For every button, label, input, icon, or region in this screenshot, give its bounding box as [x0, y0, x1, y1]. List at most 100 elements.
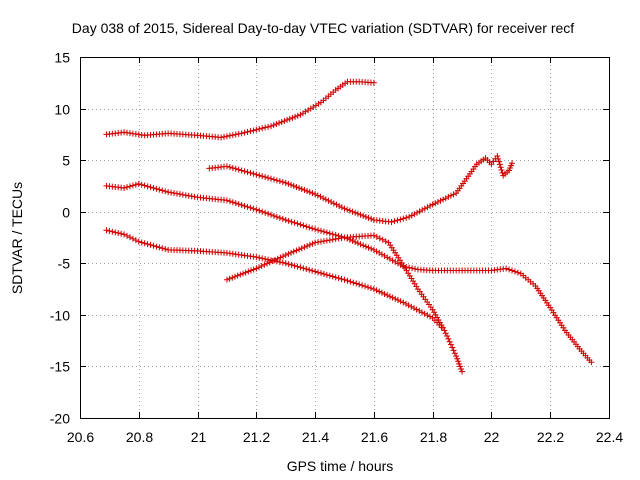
data-point: [247, 267, 254, 274]
data-point: [265, 123, 272, 130]
data-point: [317, 238, 324, 245]
data-point: [226, 164, 233, 171]
data-point: [247, 169, 254, 176]
data-point: [333, 201, 340, 208]
data-point: [229, 164, 236, 171]
plot-frame: [80, 57, 610, 419]
data-point: [365, 244, 372, 251]
data-point: [370, 79, 377, 86]
data-point: [290, 248, 297, 255]
data-point: [332, 274, 339, 281]
data-point: [410, 305, 417, 312]
data-point: [238, 202, 245, 209]
data-point: [392, 258, 399, 265]
data-point: [126, 234, 133, 241]
data-point: [320, 195, 327, 202]
data-point: [296, 246, 303, 253]
data-point: [129, 182, 136, 189]
data-point: [235, 201, 242, 208]
data-point: [394, 297, 401, 304]
data-point: [357, 211, 364, 218]
data-point: [165, 189, 172, 196]
data-point: [306, 189, 313, 196]
data-point: [264, 260, 271, 267]
data-point: [282, 179, 289, 186]
data-point: [304, 188, 311, 195]
data-point: [376, 249, 383, 256]
data-point: [188, 193, 195, 200]
data-point: [265, 210, 272, 217]
data-point: [344, 206, 351, 213]
data-point: [266, 259, 273, 266]
data-point: [455, 358, 462, 365]
data-point: [426, 313, 433, 320]
y-tick-label: 15: [54, 50, 70, 66]
y-tick-label: 5: [62, 153, 70, 169]
data-point: [349, 237, 356, 244]
data-point: [241, 129, 248, 136]
data-point: [173, 190, 180, 197]
data-point: [445, 335, 452, 342]
data-point: [270, 176, 277, 183]
data-point: [242, 269, 249, 276]
data-point: [256, 264, 263, 271]
data-point: [438, 322, 445, 329]
data-point: [435, 317, 442, 324]
series-trace-f: [459, 265, 595, 366]
data-point: [314, 192, 321, 199]
data-point: [300, 222, 307, 229]
data-point: [388, 219, 395, 226]
data-point: [386, 255, 393, 262]
data-point: [223, 197, 230, 204]
data-point: [360, 242, 367, 249]
data-point: [437, 319, 444, 326]
data-point: [265, 174, 272, 181]
data-point: [285, 217, 292, 224]
data-point: [279, 179, 286, 186]
data-point: [370, 232, 377, 239]
data-point: [496, 161, 503, 168]
data-point: [279, 259, 286, 266]
data-point: [445, 193, 452, 200]
data-point: [416, 307, 423, 314]
x-tick-label: 20.8: [126, 429, 153, 445]
data-point: [238, 167, 245, 174]
data-point: [400, 215, 407, 222]
data-point: [326, 272, 333, 279]
data-point: [442, 195, 449, 202]
data-point: [262, 255, 269, 262]
data-point: [373, 233, 380, 240]
data-point: [256, 125, 263, 132]
data-point: [312, 268, 319, 275]
data-point: [498, 167, 505, 174]
y-tick-label: -10: [50, 308, 70, 324]
data-point: [368, 245, 375, 252]
data-point: [294, 220, 301, 227]
data-point: [276, 178, 283, 185]
data-point: [449, 344, 456, 351]
data-point: [298, 245, 305, 252]
data-point: [434, 198, 441, 205]
data-point: [389, 294, 396, 301]
data-point: [303, 223, 310, 230]
data-point: [285, 250, 292, 257]
data-point: [412, 265, 419, 272]
x-tick-label: 22: [484, 429, 500, 445]
data-point: [259, 208, 266, 215]
data-point: [300, 265, 307, 272]
data-point: [268, 175, 275, 182]
data-point: [350, 279, 357, 286]
data-point: [312, 226, 319, 233]
data-point: [288, 249, 295, 256]
data-point: [135, 238, 142, 245]
data-point: [293, 247, 300, 254]
data-point: [223, 163, 230, 170]
data-point: [153, 185, 160, 192]
data-point: [285, 261, 292, 268]
data-point: [381, 290, 388, 297]
series-trace-b: [103, 180, 466, 274]
data-point: [103, 227, 110, 234]
data-point: [268, 123, 275, 130]
data-point: [362, 243, 369, 250]
